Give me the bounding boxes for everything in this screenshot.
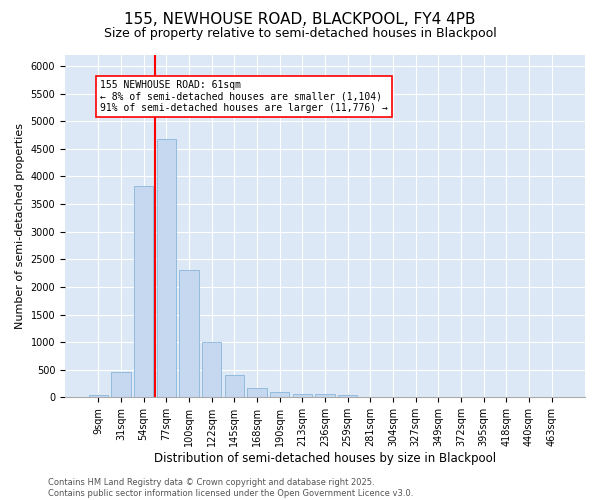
Bar xyxy=(224,374,244,398)
Bar xyxy=(157,139,176,398)
Y-axis label: Number of semi-detached properties: Number of semi-detached properties xyxy=(15,123,25,329)
Bar xyxy=(89,394,108,398)
Text: Size of property relative to semi-detached houses in Blackpool: Size of property relative to semi-detach… xyxy=(104,28,496,40)
Text: Contains HM Land Registry data © Crown copyright and database right 2025.
Contai: Contains HM Land Registry data © Crown c… xyxy=(48,478,413,498)
Bar xyxy=(134,186,153,398)
X-axis label: Distribution of semi-detached houses by size in Blackpool: Distribution of semi-detached houses by … xyxy=(154,452,496,465)
Bar xyxy=(179,270,199,398)
Bar xyxy=(247,388,266,398)
Bar xyxy=(293,394,312,398)
Bar xyxy=(316,394,335,398)
Bar xyxy=(202,342,221,398)
Bar xyxy=(338,396,358,398)
Bar xyxy=(112,372,131,398)
Bar xyxy=(270,392,289,398)
Text: 155 NEWHOUSE ROAD: 61sqm
← 8% of semi-detached houses are smaller (1,104)
91% of: 155 NEWHOUSE ROAD: 61sqm ← 8% of semi-de… xyxy=(100,80,388,113)
Text: 155, NEWHOUSE ROAD, BLACKPOOL, FY4 4PB: 155, NEWHOUSE ROAD, BLACKPOOL, FY4 4PB xyxy=(124,12,476,28)
